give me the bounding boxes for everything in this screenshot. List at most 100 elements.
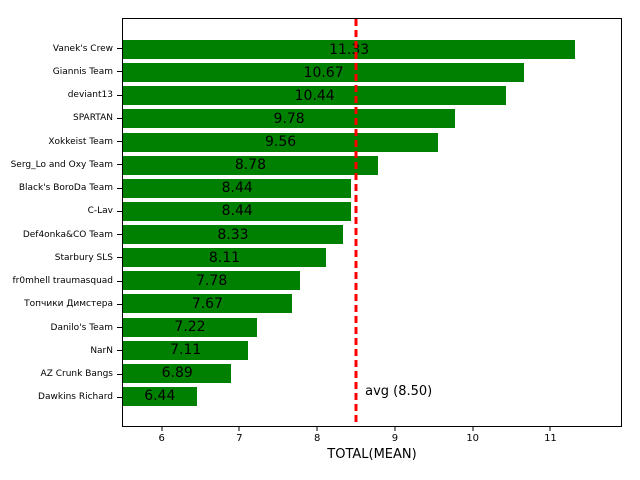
bar-row: 8.11 [123, 246, 621, 269]
bar: 10.67 [123, 63, 525, 83]
y-tick-label: Def4onka&CO Team [22, 229, 113, 240]
y-axis-row: Giannis Team [0, 60, 122, 83]
y-tick-mark [117, 210, 122, 212]
bar-row: 8.44 [123, 177, 621, 200]
x-tick-label: 7 [236, 433, 243, 444]
x-tick-mark [549, 427, 551, 431]
y-tick-mark [117, 94, 122, 96]
y-axis: Vanek's Crew Giannis Team deviant13 SPARTAN… [0, 18, 122, 427]
y-axis-row: Топчики Димстера [0, 293, 122, 316]
y-tick-mark [117, 164, 122, 166]
y-tick-label: Топчики Димстера [24, 299, 113, 310]
plot-area: 11.33 10.67 10.44 9.78 9.56 8.78 8.44 8.44 8.33 8… [122, 18, 622, 427]
y-tick-mark [117, 234, 122, 236]
x-tick-mark [316, 427, 318, 431]
avg-line-label: avg (8.50) [365, 384, 433, 399]
y-tick-mark [117, 187, 122, 189]
bar: 7.67 [123, 294, 292, 314]
x-tick-mark [161, 427, 163, 431]
bar-row: 8.44 [123, 200, 621, 223]
bar: 7.22 [123, 317, 257, 337]
y-axis-row: AZ Crunk Bangs [0, 363, 122, 386]
bar-row: 8.78 [123, 154, 621, 177]
y-tick-label: Serg_Lo and Oxy Team [10, 159, 113, 170]
bar-value-label: 8.78 [234, 157, 266, 174]
x-tick-label: 9 [391, 433, 399, 444]
bars-container: 11.33 10.67 10.44 9.78 9.56 8.78 8.44 8.44 8.33 8… [123, 19, 621, 426]
bar-value-label: 8.44 [221, 203, 253, 220]
bar: 9.78 [123, 109, 456, 129]
y-tick-label: Vanek's Crew [52, 43, 113, 54]
bar-row: 10.44 [123, 84, 621, 107]
y-tick-mark [117, 141, 122, 143]
y-tick-mark [117, 280, 122, 282]
y-tick-label: Giannis Team [52, 66, 113, 77]
y-tick-label: Xokkeist Team [48, 136, 113, 147]
bar: 8.33 [123, 225, 343, 245]
bar-value-label: 6.44 [144, 388, 176, 405]
bar: 10.44 [123, 86, 507, 106]
y-axis-row: Def4onka&CO Team [0, 223, 122, 246]
bar-value-label: 7.22 [174, 319, 206, 336]
x-tick-label: 11 [544, 433, 557, 444]
bar-row: 7.22 [123, 316, 621, 339]
bar: 11.33 [123, 40, 576, 60]
y-tick-label: fr0mhell traumasquad [12, 276, 113, 287]
bar-row: 10.67 [123, 61, 621, 84]
x-axis: 6 7 8 9 10 11 [122, 427, 622, 449]
bar: 8.11 [123, 248, 326, 268]
y-tick-mark [117, 257, 122, 259]
y-tick-label: AZ Crunk Bangs [40, 369, 113, 380]
y-tick-mark [117, 48, 122, 50]
y-axis-row: Black's BoroDa Team [0, 177, 122, 200]
bar-value-label: 7.67 [191, 295, 223, 312]
bar-value-label: 8.33 [217, 226, 249, 243]
x-tick-label: 8 [314, 433, 321, 444]
y-tick-label: deviant13 [67, 90, 113, 101]
bar-row: 7.78 [123, 269, 621, 292]
x-tick-label: 6 [158, 433, 165, 444]
bar-row: 9.78 [123, 107, 621, 130]
y-axis-row: NarN [0, 339, 122, 362]
y-tick-mark [117, 71, 122, 73]
y-axis-row: SPARTAN [0, 107, 122, 130]
bar-row: 7.67 [123, 292, 621, 315]
x-tick-label: 10 [466, 433, 480, 444]
y-axis-row: Danilo's Team [0, 316, 122, 339]
y-tick-label: Dawkins Richard [38, 392, 113, 403]
bar: 8.78 [123, 155, 378, 175]
y-axis-row: C-Lav [0, 200, 122, 223]
bar-value-label: 10.67 [303, 64, 344, 81]
y-tick-label: Starbury SLS [54, 252, 113, 263]
bar: 7.78 [123, 271, 301, 291]
bar: 6.44 [123, 386, 197, 406]
bar: 7.11 [123, 340, 249, 360]
bar-row: 6.89 [123, 362, 621, 385]
bar-value-label: 8.44 [221, 180, 253, 197]
y-tick-label: NarN [90, 345, 113, 356]
y-tick-label: SPARTAN [72, 113, 113, 124]
bar: 8.44 [123, 201, 352, 221]
bar-row: 11.33 [123, 38, 621, 61]
bar-value-label: 9.78 [273, 110, 305, 127]
y-tick-label: Black's BoroDa Team [18, 183, 113, 194]
bar-row: 7.11 [123, 339, 621, 362]
y-tick-mark [117, 350, 122, 352]
x-tick-mark [394, 427, 396, 431]
y-tick-label: Danilo's Team [50, 322, 113, 333]
bar: 6.89 [123, 363, 232, 383]
y-tick-label: C-Lav [87, 206, 113, 217]
bar-value-label: 8.11 [208, 249, 241, 266]
bar: 8.44 [123, 178, 352, 198]
x-tick-mark [238, 427, 240, 431]
x-axis-title: TOTAL(MEAN) [327, 447, 417, 462]
avg-reference-line [354, 19, 358, 426]
y-axis-row: Xokkeist Team [0, 130, 122, 153]
y-tick-mark [117, 327, 122, 329]
y-axis-row: fr0mhell traumasquad [0, 270, 122, 293]
y-axis-row: Serg_Lo and Oxy Team [0, 153, 122, 176]
y-axis-row: Starbury SLS [0, 246, 122, 269]
y-tick-mark [117, 303, 122, 305]
bar-value-label: 9.56 [265, 134, 297, 151]
